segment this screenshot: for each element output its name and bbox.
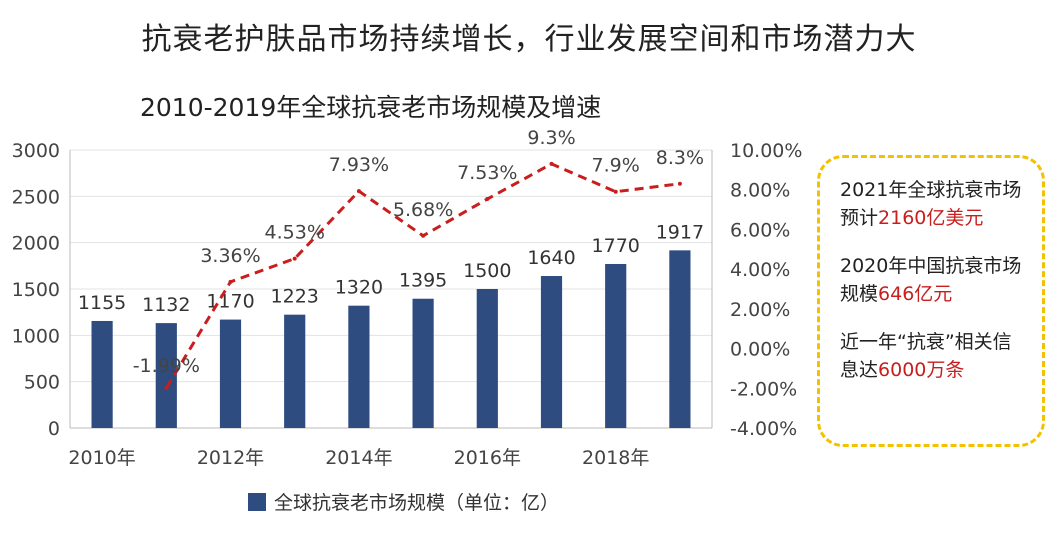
note-highlight: 2160亿美元: [878, 207, 984, 229]
bar: [540, 276, 563, 428]
growth-rate-label: 9.3%: [527, 127, 575, 149]
growth-point: [485, 197, 490, 202]
chart-title: 2010-2019年全球抗衰老市场规模及增速: [140, 93, 602, 122]
y-left-tick-label: 500: [24, 372, 60, 394]
y-right-tick-label: -2.00%: [730, 378, 797, 400]
growth-point: [677, 181, 682, 186]
bar-value-label: 1640: [527, 247, 575, 269]
bar: [348, 305, 370, 428]
note-china-market: 2020年中国抗衰市场规模646亿元: [840, 255, 1022, 305]
x-tick-label: 2018年: [582, 447, 649, 469]
bar-value-label: 1223: [271, 286, 319, 308]
bar-value-label: 1170: [206, 291, 254, 313]
note-info-volume: 近一年“抗衰”相关信息达6000万条: [840, 331, 1012, 381]
growth-point: [613, 189, 618, 194]
x-tick-label: 2014年: [325, 447, 392, 469]
highlights-box: 2021年全球抗衰市场预计2160亿美元 2020年中国抗衰市场规模646亿元 …: [817, 155, 1045, 447]
bar: [412, 298, 434, 428]
growth-point: [356, 189, 361, 194]
page-headline: 抗衰老护肤品市场持续增长，行业发展空间和市场潜力大: [141, 22, 917, 57]
y-right-tick-label: 10.00%: [730, 140, 802, 162]
y-right-tick-label: 4.00%: [730, 259, 790, 281]
growth-rate-label: 7.93%: [329, 154, 389, 176]
bar: [91, 320, 113, 428]
x-tick-label: 2016年: [454, 447, 521, 469]
y-right-tick-label: 0.00%: [730, 339, 790, 361]
y-left-tick-label: 1000: [12, 325, 60, 347]
x-tick-label: 2012年: [197, 447, 264, 469]
note-highlight: 646亿元: [878, 283, 953, 305]
growth-rate-label: 7.9%: [592, 155, 640, 177]
growth-point: [292, 256, 297, 261]
note-global-forecast: 2021年全球抗衰市场预计2160亿美元: [840, 179, 1022, 229]
chart-legend: 全球抗衰老市场规模（单位：亿）: [248, 488, 559, 515]
y-right-tick-label: 2.00%: [730, 299, 790, 321]
bar: [155, 323, 177, 428]
bar: [476, 289, 498, 428]
y-right-tick-label: 6.00%: [730, 219, 790, 241]
y-left-tick-label: 0: [48, 418, 60, 440]
y-right-tick-label: 8.00%: [730, 180, 790, 202]
growth-point: [549, 161, 554, 166]
legend-swatch-bar: [248, 492, 266, 511]
bar-value-label: 1500: [463, 260, 511, 282]
bar-value-label: 1132: [142, 294, 190, 316]
bar: [669, 250, 691, 428]
note-highlight: 6000万条: [878, 359, 965, 381]
bar: [605, 263, 627, 428]
growth-rate-label: 5.68%: [393, 199, 453, 221]
bar-value-label: 1155: [78, 292, 126, 314]
bar-value-label: 1395: [399, 270, 447, 292]
y-left-tick-label: 2000: [12, 233, 60, 255]
growth-rate-label: 7.53%: [457, 162, 517, 184]
growth-rate-label: -1.99%: [133, 355, 200, 377]
growth-rate-label: 8.3%: [656, 147, 704, 169]
x-tick-label: 2010年: [68, 447, 135, 469]
y-left-tick-label: 3000: [12, 140, 60, 162]
growth-point: [228, 279, 233, 284]
y-left-tick-label: 2500: [12, 186, 60, 208]
y-right-tick-label: -4.00%: [730, 418, 797, 440]
growth-rate-label: 3.36%: [200, 245, 260, 267]
growth-point: [421, 233, 426, 238]
growth-rate-label: 4.53%: [265, 222, 325, 244]
y-left-tick-label: 1500: [12, 279, 60, 301]
bar-value-label: 1320: [335, 277, 383, 299]
bar: [284, 314, 306, 428]
bar-value-label: 1917: [656, 221, 704, 243]
growth-point: [164, 386, 169, 391]
bar: [219, 319, 242, 428]
legend-label: 全球抗衰老市场规模（单位：亿）: [274, 492, 560, 514]
bar-value-label: 1770: [592, 235, 640, 257]
